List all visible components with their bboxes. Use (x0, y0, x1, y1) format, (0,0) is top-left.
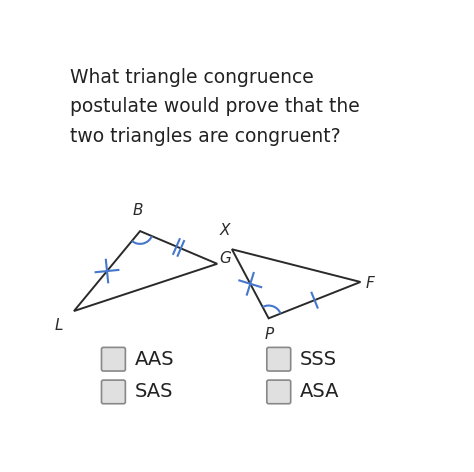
Text: G: G (219, 251, 231, 266)
Text: B: B (133, 203, 144, 219)
Text: P: P (265, 328, 274, 342)
Text: SAS: SAS (135, 382, 173, 401)
FancyBboxPatch shape (101, 347, 125, 371)
Text: F: F (366, 276, 375, 291)
Text: two triangles are congruent?: two triangles are congruent? (70, 127, 341, 146)
FancyBboxPatch shape (267, 347, 291, 371)
Text: postulate would prove that the: postulate would prove that the (70, 97, 360, 116)
Text: L: L (55, 318, 63, 333)
Text: SSS: SSS (300, 350, 337, 369)
Text: X: X (219, 223, 230, 238)
FancyBboxPatch shape (267, 380, 291, 404)
Text: What triangle congruence: What triangle congruence (70, 67, 314, 86)
Text: AAS: AAS (135, 350, 174, 369)
Text: ASA: ASA (300, 382, 339, 401)
FancyBboxPatch shape (101, 380, 125, 404)
